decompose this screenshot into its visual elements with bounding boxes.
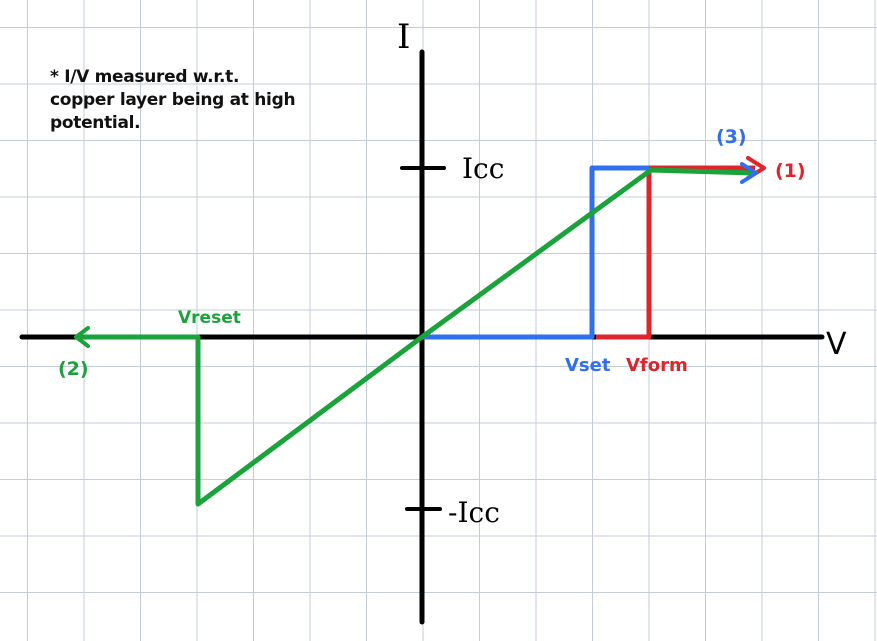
- note-line-2: copper layer being at high: [50, 90, 296, 110]
- vset-label: Vset: [565, 355, 611, 376]
- curve2-label: (2): [58, 358, 89, 380]
- blue-curve: [422, 165, 649, 340]
- green-arrowhead-left: [74, 326, 90, 348]
- measurement-note: * I/V measured w.r.t. copper layer being…: [50, 66, 350, 135]
- vreset-label: Vreset: [178, 308, 241, 328]
- x-axis-label: V: [826, 327, 847, 362]
- green-curve: [78, 167, 755, 507]
- neg-icc-label: -Icc: [448, 496, 500, 529]
- vform-label: Vform: [626, 355, 688, 376]
- blue-arrowhead-right: [740, 162, 758, 184]
- y-axis-label: I: [397, 17, 410, 57]
- curve1-label: (1): [775, 160, 806, 182]
- curve3-label: (3): [716, 126, 747, 148]
- icc-label: Icc: [462, 152, 504, 185]
- note-line-1: * I/V measured w.r.t.: [50, 67, 240, 87]
- note-line-3: potential.: [50, 113, 141, 133]
- red-curve: [596, 165, 755, 340]
